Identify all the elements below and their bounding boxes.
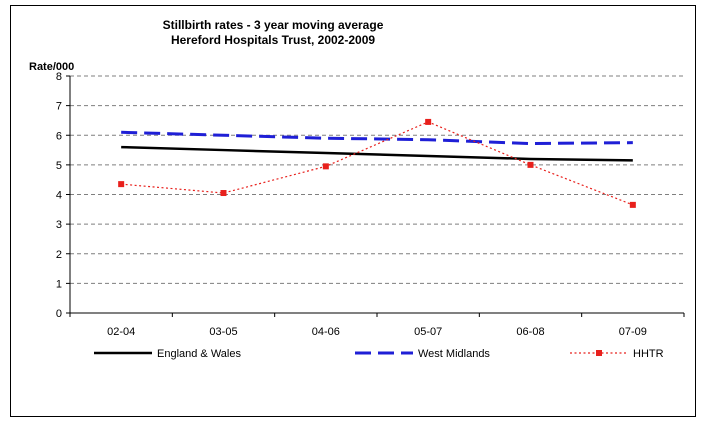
y-tick-label: 2 — [56, 249, 62, 261]
series-line-england-wales — [121, 145, 633, 162]
y-axis-label: Rate/000 — [29, 61, 74, 73]
legend: England & Wales West Midlands HHTR — [94, 348, 664, 360]
data-point-hhtr — [220, 190, 227, 197]
y-tick-label: 7 — [56, 101, 62, 113]
y-tick-label: 4 — [56, 190, 62, 202]
series-line-hhtr — [121, 121, 634, 206]
data-point-hhtr — [629, 201, 636, 208]
data-point-hhtr — [322, 163, 329, 170]
y-tick-label: 1 — [56, 278, 62, 290]
x-tick-label: 04-06 — [312, 326, 340, 338]
chart-frame: Stillbirth rates - 3 year moving average… — [10, 5, 696, 417]
data-point-hhtr — [118, 181, 125, 188]
legend-label-england-wales: England & Wales — [157, 348, 241, 360]
x-tick-label: 03-05 — [209, 326, 237, 338]
plot-area: 0 1 2 3 4 5 6 7 8 02-04 03-05 04-06 05-07 06-08 07-09 — [56, 71, 685, 338]
x-tick-label: 02-04 — [107, 326, 135, 338]
y-tick-label: 3 — [56, 219, 62, 231]
line-chart: Stillbirth rates - 3 year moving average… — [29, 18, 685, 360]
x-tick-label: 07-09 — [619, 326, 647, 338]
y-tick-label: 0 — [56, 308, 62, 320]
data-point-hhtr — [425, 118, 432, 125]
x-tick-label: 05-07 — [414, 326, 442, 338]
legend-marker-hhtr — [596, 350, 602, 356]
data-point-hhtr — [527, 161, 534, 168]
y-tick-label: 6 — [56, 130, 62, 142]
y-tick-label: 8 — [56, 71, 62, 83]
series-line-west-midlands — [121, 130, 633, 146]
chart-title: Stillbirth rates - 3 year moving average — [163, 18, 384, 32]
y-tick-label: 5 — [56, 160, 62, 172]
x-tick-label: 06-08 — [516, 326, 544, 338]
legend-label-hhtr: HHTR — [633, 348, 664, 360]
chart-subtitle: Hereford Hospitals Trust, 2002-2009 — [171, 33, 375, 47]
legend-label-west-midlands: West Midlands — [418, 348, 490, 360]
